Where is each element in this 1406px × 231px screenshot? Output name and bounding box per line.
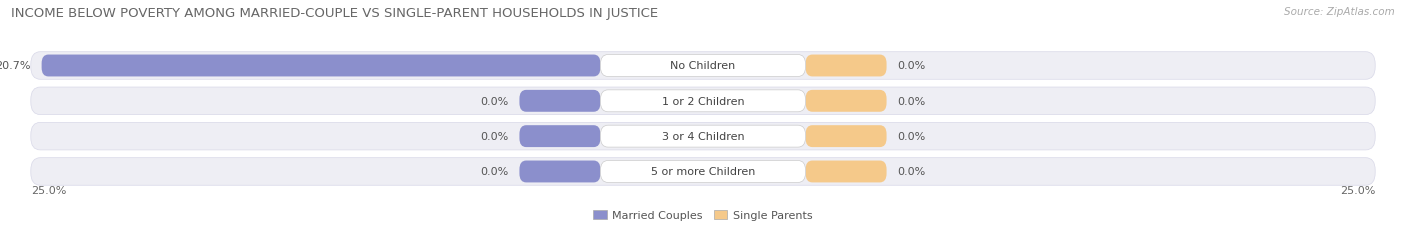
FancyBboxPatch shape xyxy=(806,161,887,183)
FancyBboxPatch shape xyxy=(600,161,806,183)
Text: 0.0%: 0.0% xyxy=(897,96,925,106)
Text: No Children: No Children xyxy=(671,61,735,71)
Text: 0.0%: 0.0% xyxy=(481,132,509,142)
Text: 25.0%: 25.0% xyxy=(31,186,66,196)
FancyBboxPatch shape xyxy=(31,123,1375,150)
Text: Source: ZipAtlas.com: Source: ZipAtlas.com xyxy=(1284,7,1395,17)
Text: INCOME BELOW POVERTY AMONG MARRIED-COUPLE VS SINGLE-PARENT HOUSEHOLDS IN JUSTICE: INCOME BELOW POVERTY AMONG MARRIED-COUPL… xyxy=(11,7,658,20)
Text: 0.0%: 0.0% xyxy=(481,167,509,177)
FancyBboxPatch shape xyxy=(31,52,1375,80)
Text: 0.0%: 0.0% xyxy=(897,61,925,71)
FancyBboxPatch shape xyxy=(806,126,887,147)
FancyBboxPatch shape xyxy=(600,91,806,112)
Text: 25.0%: 25.0% xyxy=(1340,186,1375,196)
FancyBboxPatch shape xyxy=(42,55,600,77)
FancyBboxPatch shape xyxy=(31,88,1375,115)
FancyBboxPatch shape xyxy=(806,55,887,77)
Text: 3 or 4 Children: 3 or 4 Children xyxy=(662,132,744,142)
Legend: Married Couples, Single Parents: Married Couples, Single Parents xyxy=(589,206,817,225)
Text: 5 or more Children: 5 or more Children xyxy=(651,167,755,177)
FancyBboxPatch shape xyxy=(600,55,806,77)
FancyBboxPatch shape xyxy=(519,91,600,112)
FancyBboxPatch shape xyxy=(519,126,600,147)
Text: 0.0%: 0.0% xyxy=(897,167,925,177)
FancyBboxPatch shape xyxy=(31,158,1375,185)
Text: 1 or 2 Children: 1 or 2 Children xyxy=(662,96,744,106)
FancyBboxPatch shape xyxy=(519,161,600,183)
FancyBboxPatch shape xyxy=(600,126,806,147)
FancyBboxPatch shape xyxy=(806,91,887,112)
Text: 0.0%: 0.0% xyxy=(481,96,509,106)
Text: 0.0%: 0.0% xyxy=(897,132,925,142)
Text: 20.7%: 20.7% xyxy=(0,61,31,71)
